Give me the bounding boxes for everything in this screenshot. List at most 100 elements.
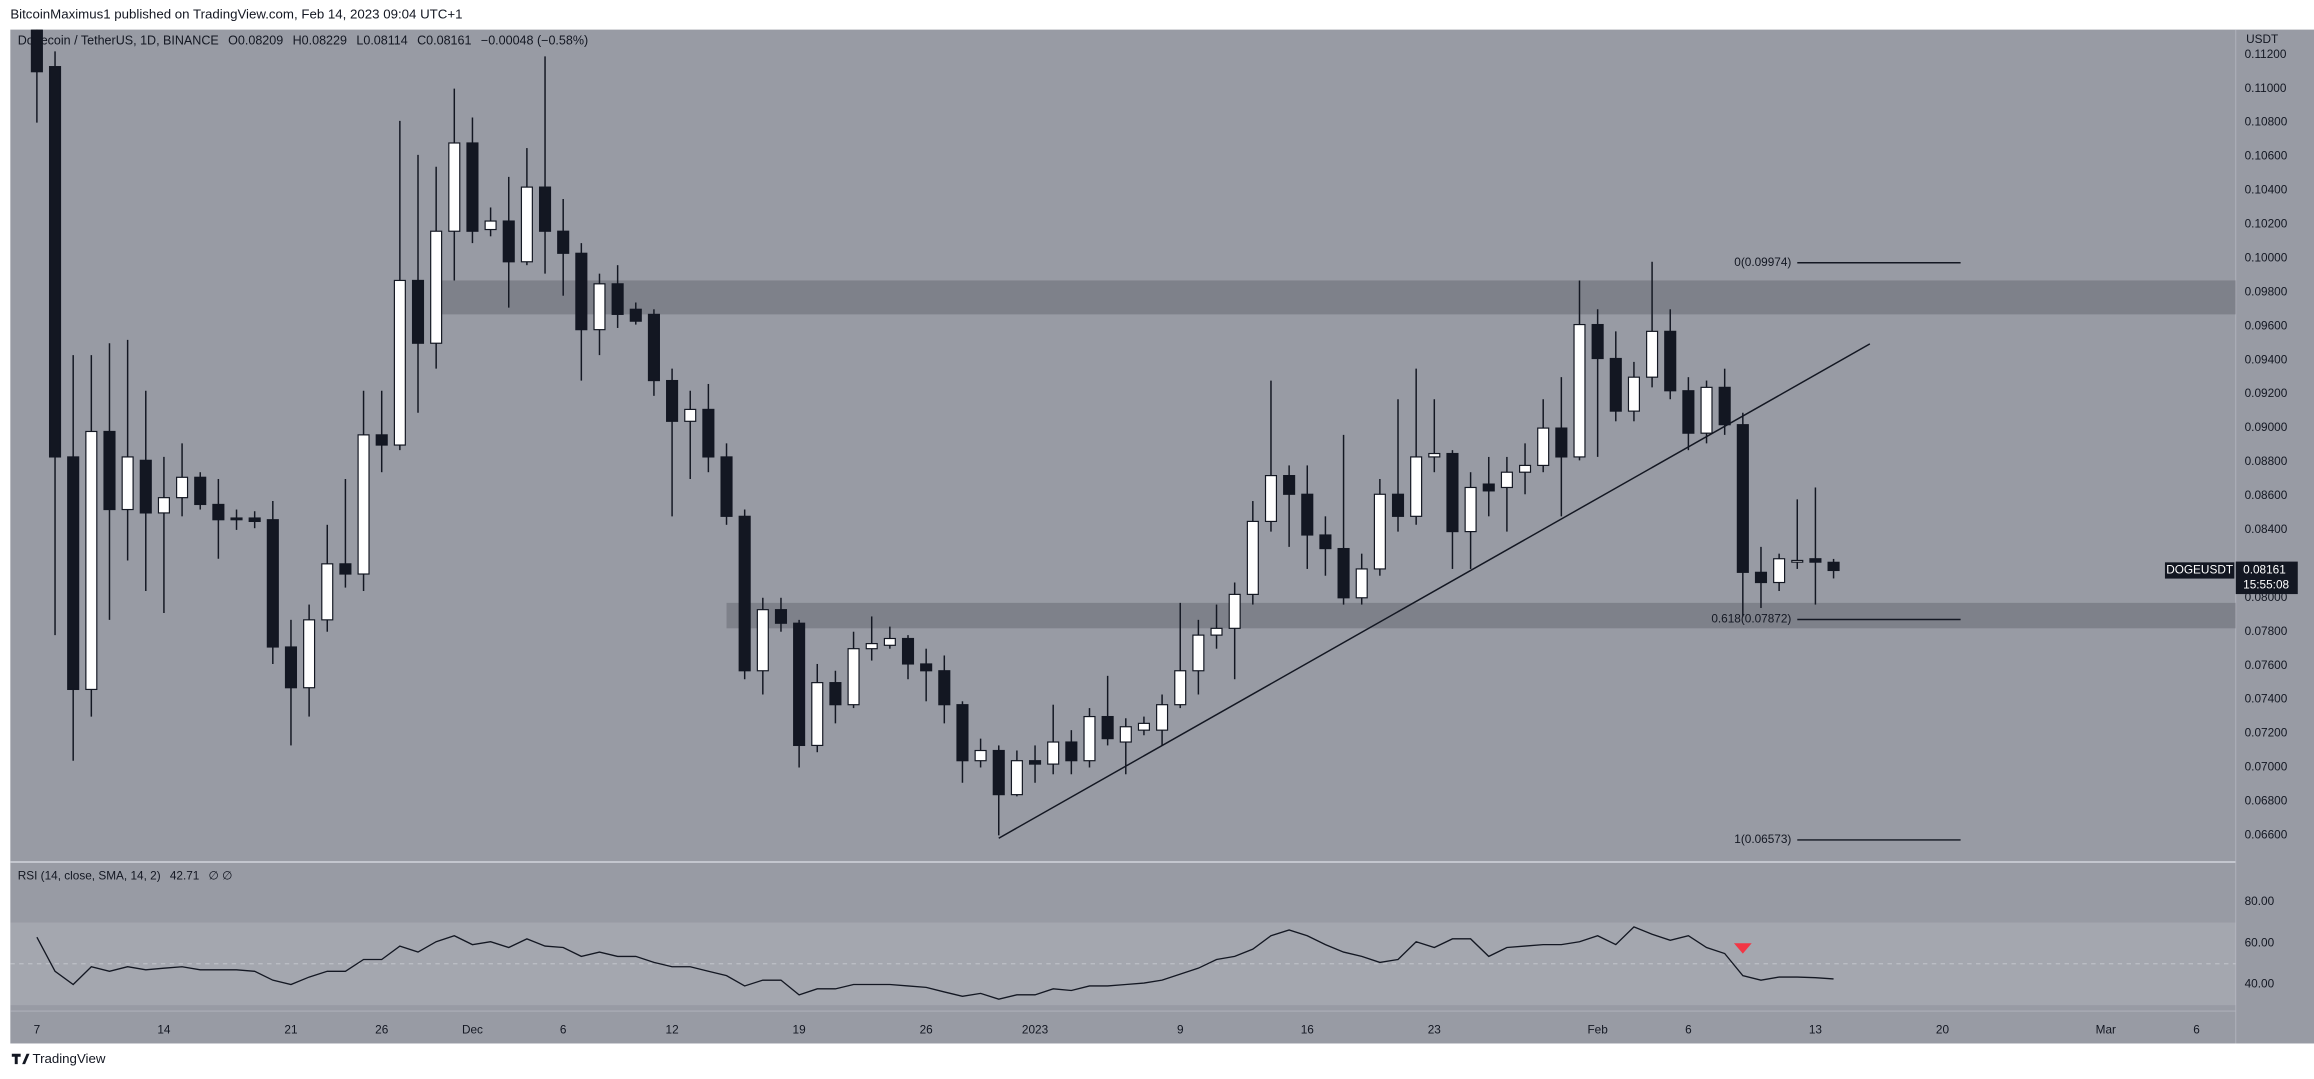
publish-title: BitcoinMaximus1 published on TradingView… — [10, 6, 462, 21]
candle-body — [774, 609, 788, 624]
candle-body — [1827, 561, 1840, 572]
candle-body — [1264, 475, 1278, 523]
candle-body — [811, 682, 824, 747]
candle-body — [1192, 634, 1205, 672]
ohlc-value: 0.08229 — [302, 34, 347, 48]
footer-logo — [11, 1053, 30, 1065]
candle-body — [357, 434, 370, 575]
candle-body — [1174, 670, 1187, 706]
candle-body — [393, 279, 406, 446]
candle-body — [139, 459, 152, 514]
candle-body — [1482, 483, 1495, 492]
candle-body — [248, 517, 261, 523]
candle-body — [1010, 760, 1023, 796]
candle-body — [847, 648, 860, 706]
x-tick-label: Feb — [1587, 1022, 1608, 1036]
candle-body — [1119, 726, 1132, 743]
candle-body — [103, 430, 116, 511]
candle-body — [321, 563, 334, 621]
candle-body — [883, 637, 896, 646]
candle-body — [1283, 475, 1296, 495]
candle-body — [1101, 715, 1114, 740]
y-tick-label: 0.07600 — [2245, 658, 2288, 672]
candle-body — [720, 456, 733, 517]
x-tick-label: 6 — [2193, 1022, 2200, 1036]
candle-body — [1773, 558, 1786, 584]
candle-body — [1464, 486, 1477, 533]
candle-body — [484, 220, 497, 231]
candle-body — [575, 252, 588, 331]
candle-body — [702, 408, 715, 458]
rsi-tick-label: 40.00 — [2245, 977, 2275, 991]
candle-body — [157, 497, 170, 514]
candle-body — [647, 313, 660, 382]
candle-body — [629, 308, 642, 322]
y-tick-label: 0.10200 — [2245, 217, 2288, 231]
candle-body — [1446, 452, 1459, 533]
unit-label: USDT — [2246, 32, 2278, 46]
x-tick-label: 19 — [793, 1022, 806, 1036]
candle-body — [684, 408, 697, 422]
candle-body — [901, 637, 915, 665]
ohlc-value: 0.08161 — [426, 34, 471, 48]
candle-body — [266, 519, 279, 648]
symbol-name: Dogecoin / TetherUS, 1D, BINANCE — [18, 34, 219, 48]
ohlc-value: 0.08209 — [238, 34, 283, 48]
fib-label: 0(0.09974) — [1734, 255, 1791, 269]
candle-body — [756, 609, 769, 672]
candle-body — [1682, 390, 1695, 434]
ohlc-key: O — [228, 34, 238, 48]
candle-body — [1518, 464, 1532, 473]
change: −0.00048 (−0.58%) — [481, 34, 588, 48]
candle-body — [793, 622, 806, 747]
y-tick-label: 0.10400 — [2245, 183, 2288, 197]
candle-body — [1537, 427, 1550, 467]
x-tick-label: 26 — [920, 1022, 934, 1036]
x-tick-label: Dec — [462, 1022, 483, 1036]
footer-brand: TradingView — [32, 1051, 105, 1066]
x-tick-label: 14 — [157, 1022, 171, 1036]
candle-body — [284, 646, 298, 689]
candle-body — [865, 643, 878, 650]
candle-body — [520, 186, 533, 263]
rsi-extra: ∅ ∅ — [209, 869, 233, 883]
x-tick-label: 9 — [1177, 1022, 1184, 1036]
axes: 0.11200 0.11000 0.10800 0.10600 0.10400 0.102… — [34, 47, 2298, 1036]
candle-body — [1754, 571, 1768, 584]
rsi-tick-label: 80.00 — [2245, 894, 2275, 908]
candle-body — [1718, 386, 1731, 426]
ohlc-key: H — [293, 34, 302, 48]
x-tick-label: 20 — [1936, 1022, 1950, 1036]
candle-body — [738, 515, 751, 672]
y-tick-label: 0.06600 — [2245, 827, 2288, 841]
candle-body — [339, 563, 352, 575]
y-tick-label: 0.07200 — [2245, 726, 2288, 740]
y-tick-label: 0.07400 — [2245, 692, 2288, 706]
candle-body — [1646, 330, 1659, 378]
price-pane: 0(0.09974) 0.618(0.07872) 1(0.06573) — [30, 29, 2236, 846]
candle-body — [1391, 493, 1405, 517]
candle-body — [1319, 534, 1332, 550]
y-tick-label: 0.10000 — [2245, 250, 2288, 264]
price-tag-countdown: 15:55:08 — [2243, 577, 2289, 591]
candle-body — [1700, 386, 1713, 434]
y-tick-label: 0.08400 — [2245, 522, 2288, 536]
ohlc-value: 0.08114 — [363, 34, 407, 48]
y-tick-label: 0.10600 — [2245, 149, 2288, 163]
y-tick-label: 0.11200 — [2245, 47, 2287, 61]
x-tick-label: 6 — [560, 1022, 567, 1036]
ohlc-key: L — [356, 34, 363, 48]
ohlc-key: C — [417, 34, 426, 48]
candle-body — [1065, 741, 1078, 762]
candle-body — [1500, 471, 1513, 489]
candle-body — [1047, 741, 1060, 765]
y-tick-label: 0.09400 — [2245, 352, 2288, 366]
candle-body — [1609, 357, 1622, 412]
candle-body — [1736, 424, 1749, 573]
price-tag-bg — [2235, 561, 2298, 595]
x-tick-label: 16 — [1301, 1022, 1315, 1036]
candle-body — [1428, 452, 1441, 458]
candle-body — [1355, 568, 1368, 599]
candle-body — [974, 749, 987, 762]
candle-body — [375, 434, 388, 446]
